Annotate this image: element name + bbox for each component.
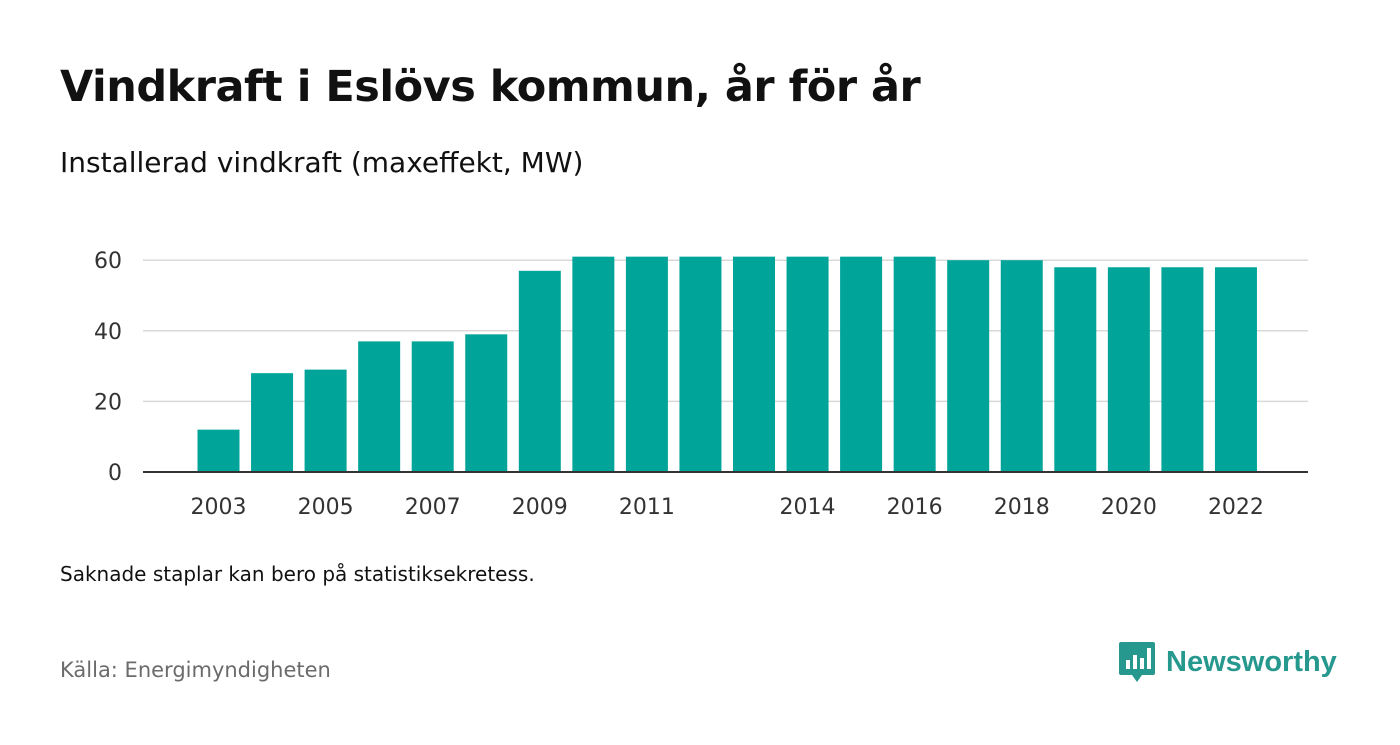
x-tick-label: 2011 (619, 495, 675, 520)
bar-2012 (679, 256, 722, 472)
x-tick-label: 2014 (780, 495, 836, 520)
bar-2005 (304, 369, 347, 472)
chart-title: Vindkraft i Eslövs kommun, år för år (60, 62, 921, 112)
bar-2009 (518, 270, 561, 472)
y-tick-label: 60 (94, 249, 122, 274)
bar-2013 (733, 256, 775, 472)
y-tick-label: 20 (94, 390, 122, 415)
x-tick-label: 2003 (191, 495, 247, 520)
x-tick-label: 2016 (887, 495, 943, 520)
y-tick-label: 0 (108, 461, 122, 486)
footnote: Saknade staplar kan bero på statistiksek… (60, 562, 535, 586)
bar-2017 (947, 260, 990, 472)
bar-2020 (1107, 267, 1150, 472)
chart-subtitle: Installerad vindkraft (maxeffekt, MW) (60, 146, 584, 179)
bar-2022 (1214, 267, 1257, 472)
x-tick-label: 2007 (405, 495, 461, 520)
bar-2019 (1054, 267, 1097, 472)
y-tick-label: 40 (94, 320, 122, 345)
bar-2004 (251, 373, 294, 472)
bar-2016 (893, 256, 936, 472)
x-tick-label: 2005 (298, 495, 354, 520)
x-tick-label: 2022 (1208, 495, 1264, 520)
bar-2010 (572, 256, 615, 472)
x-tick-label: 2018 (994, 495, 1050, 520)
bar-2006 (358, 341, 401, 472)
bar-2021 (1161, 267, 1204, 472)
bar-2014 (786, 256, 829, 472)
brand-name: Newsworthy (1166, 645, 1337, 678)
x-tick-label: 2009 (512, 495, 568, 520)
bar-2007 (411, 341, 454, 472)
x-tick-label: 2020 (1101, 495, 1157, 520)
bar-2003 (197, 429, 240, 472)
brand-logo: Newsworthy (1118, 640, 1337, 684)
bar-2008 (465, 334, 508, 472)
newsworthy-logo-icon (1119, 642, 1155, 682)
source-label: Källa: Energimyndigheten (60, 658, 331, 682)
bar-2015 (840, 256, 883, 472)
bar-2011 (625, 256, 668, 472)
bar-2018 (1000, 260, 1043, 472)
